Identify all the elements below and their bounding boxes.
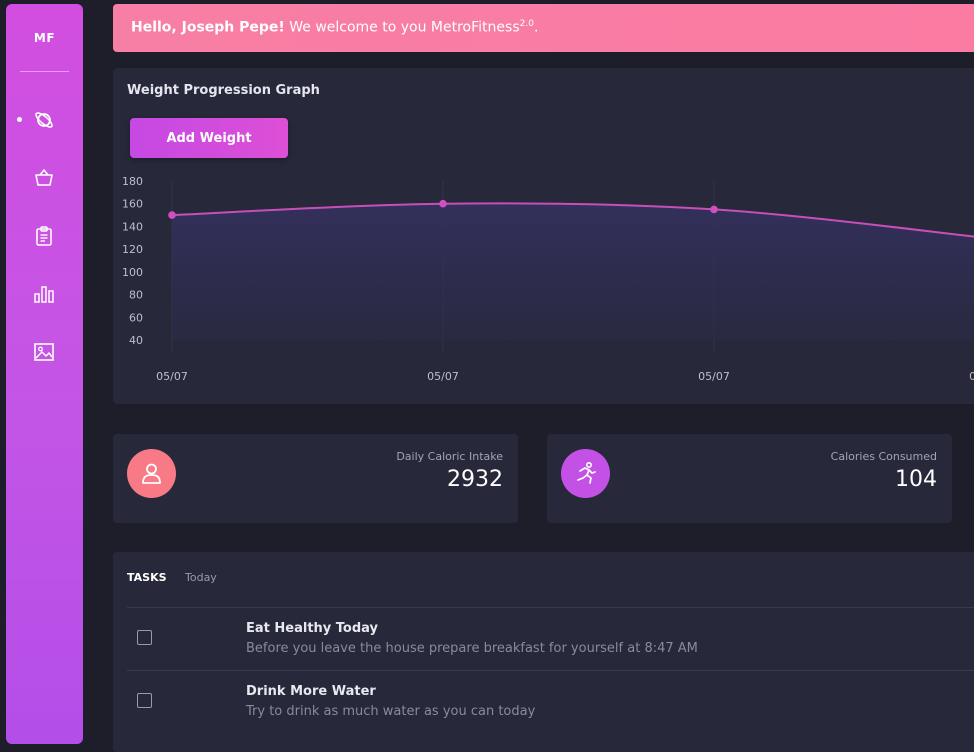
stat-icon-circle (561, 449, 610, 498)
x-tick-label: 05/07 (156, 370, 188, 383)
data-point (439, 199, 447, 208)
tab-tasks[interactable]: TASKS (127, 571, 167, 584)
x-tick-label: 05/07 (698, 370, 730, 383)
y-tick-label: 100 (122, 266, 143, 279)
stat-icon-circle (127, 449, 176, 498)
x-tick-label: 05/07 (969, 370, 974, 383)
y-tick-label: 140 (122, 220, 143, 233)
planet-icon (35, 112, 53, 128)
task-description: Try to drink as much water as you can to… (246, 704, 536, 719)
greeting-text: Hello, Joseph Pepe! (131, 19, 285, 36)
data-point (168, 211, 176, 219)
brand-logo[interactable]: MF (33, 31, 56, 45)
running-icon (577, 461, 596, 484)
task-description: Before you leave the house prepare break… (246, 641, 698, 656)
user-icon (142, 463, 161, 484)
task-title: Drink More Water (246, 684, 376, 699)
task-divider (127, 670, 974, 671)
stat-value: 2932 (447, 467, 503, 492)
sidebar-item-stats[interactable] (6, 276, 83, 312)
x-tick-label: 05/07 (427, 370, 459, 383)
welcome-text: We welcome to you MetroFitness (284, 19, 520, 36)
welcome-banner: Hello, Joseph Pepe! We welcome to you Me… (113, 4, 974, 52)
clipboard-icon (36, 226, 52, 246)
y-tick-label: 60 (129, 311, 143, 324)
y-tick-label: 180 (122, 175, 143, 188)
y-tick-label: 40 (129, 334, 143, 347)
welcome-suffix: . (533, 19, 539, 36)
graph-title: Weight Progression Graph (127, 83, 320, 98)
image-icon (34, 343, 54, 361)
stat-value: 104 (895, 467, 937, 492)
calories-consumed-card: Calories Consumed 104 (547, 434, 952, 523)
daily-caloric-intake-card: Daily Caloric Intake 2932 (113, 434, 518, 523)
version-text: 2.0 (519, 19, 534, 29)
task-checkbox[interactable] (137, 693, 152, 708)
tab-today[interactable]: Today (185, 571, 217, 584)
sidebar-item-planet[interactable] (6, 102, 83, 138)
sidebar-item-basket[interactable] (6, 160, 83, 196)
sidebar-item-clipboard[interactable] (6, 218, 83, 254)
bar-chart-icon (34, 286, 54, 303)
y-tick-label: 120 (122, 243, 143, 256)
active-indicator (17, 117, 22, 122)
task-checkbox[interactable] (137, 630, 152, 645)
sidebar: MF (6, 4, 83, 744)
data-point (710, 205, 718, 214)
sidebar-item-gallery[interactable] (6, 334, 83, 370)
welcome-message: Hello, Joseph Pepe! We welcome to you Me… (131, 19, 538, 36)
tasks-divider (127, 607, 974, 608)
stat-label: Daily Caloric Intake (396, 450, 503, 463)
series-line (171, 202, 974, 238)
weight-graph-card: Weight Progression Graph 180 160 140 120 100… (113, 68, 974, 404)
weight-chart: 180 160 140 120 100 80 60 40 05/07 05/07 05/07 05/0… (122, 175, 974, 383)
add-weight-button[interactable]: Add Weight (130, 118, 288, 158)
task-title: Eat Healthy Today (246, 621, 379, 636)
sidebar-divider (20, 71, 69, 72)
stat-label: Calories Consumed (830, 450, 937, 463)
y-tick-label: 80 (129, 289, 143, 302)
basket-icon (35, 169, 53, 186)
series-area (172, 203, 974, 340)
y-tick-label: 160 (122, 198, 143, 211)
tasks-card: TASKS Today Eat Healthy Today Before you… (113, 552, 974, 752)
